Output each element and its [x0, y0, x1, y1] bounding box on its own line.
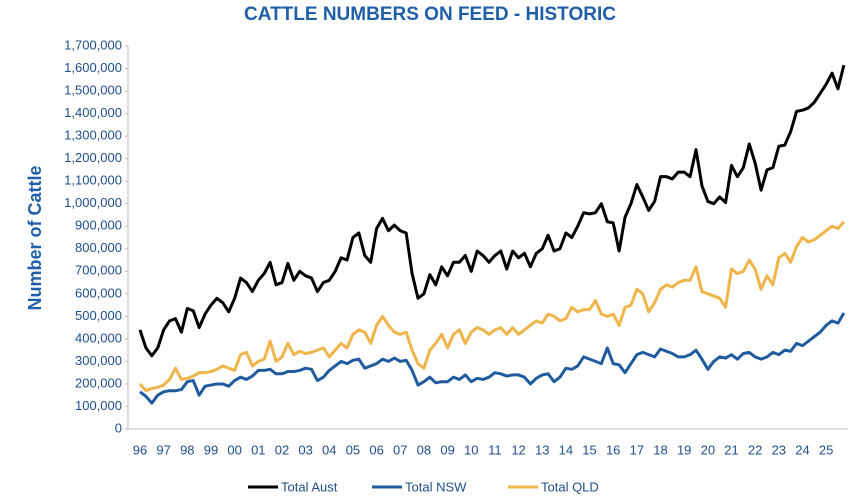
x-tick-label: 18 — [653, 442, 667, 457]
y-tick-label: 600,000 — [75, 285, 122, 300]
y-axis-label: Number of Cattle — [25, 165, 45, 310]
x-tick-label: 13 — [535, 442, 549, 457]
series-line — [138, 64, 846, 358]
legend-label: Total NSW — [405, 479, 467, 494]
legend-label: Total Aust — [281, 479, 338, 494]
x-tick-label: 11 — [488, 442, 502, 457]
x-tick-label: 14 — [559, 442, 573, 457]
y-tick-label: 300,000 — [75, 353, 122, 368]
y-tick-label: 1,300,000 — [64, 128, 122, 143]
y-tick-label: 900,000 — [75, 218, 122, 233]
y-tick-label: 800,000 — [75, 240, 122, 255]
x-tick-label: 25 — [819, 442, 833, 457]
y-tick-label: 400,000 — [75, 330, 122, 345]
legend-label: Total QLD — [541, 479, 599, 494]
chart-title: CATTLE NUMBERS ON FEED - HISTORIC — [244, 4, 616, 25]
x-tick-label: 06 — [369, 442, 383, 457]
x-tick-label: 99 — [204, 442, 218, 457]
y-tick-label: 100,000 — [75, 398, 122, 413]
x-tick-label: 22 — [748, 442, 762, 457]
series-line — [138, 220, 846, 393]
x-tick-label: 03 — [298, 442, 312, 457]
y-tick-label: 500,000 — [75, 308, 122, 323]
x-tick-label: 23 — [772, 442, 786, 457]
y-tick-label: 700,000 — [75, 263, 122, 278]
x-tick-label: 21 — [724, 442, 738, 457]
x-tick-label: 07 — [393, 442, 407, 457]
y-tick-label: 200,000 — [75, 375, 122, 390]
x-tick-label: 08 — [417, 442, 431, 457]
series-line — [139, 312, 846, 405]
x-tick-label: 02 — [275, 442, 289, 457]
y-tick-label: 1,700,000 — [64, 37, 122, 52]
x-tick-label: 16 — [606, 442, 620, 457]
x-tick-label: 12 — [511, 442, 525, 457]
x-tick-label: 19 — [677, 442, 691, 457]
y-tick-label: 1,500,000 — [64, 82, 122, 97]
x-tick-label: 98 — [180, 442, 194, 457]
y-tick-label: 0 — [115, 420, 122, 435]
x-tick-label: 00 — [227, 442, 241, 457]
x-tick-label: 17 — [630, 442, 644, 457]
y-tick-label: 1,200,000 — [64, 150, 122, 165]
x-tick-label: 05 — [346, 442, 360, 457]
x-tick-label: 24 — [795, 442, 809, 457]
x-tick-label: 04 — [322, 442, 336, 457]
x-tick-label: 09 — [440, 442, 454, 457]
x-tick-label: 15 — [582, 442, 596, 457]
x-tick-label: 10 — [464, 442, 478, 457]
y-tick-label: 1,400,000 — [64, 105, 122, 120]
y-tick-label: 1,600,000 — [64, 60, 122, 75]
x-tick-label: 01 — [251, 442, 265, 457]
y-tick-label: 1,100,000 — [64, 173, 122, 188]
y-tick-label: 1,000,000 — [64, 195, 122, 210]
x-tick-label: 20 — [701, 442, 715, 457]
x-tick-label: 96 — [133, 442, 147, 457]
x-tick-label: 97 — [156, 442, 170, 457]
